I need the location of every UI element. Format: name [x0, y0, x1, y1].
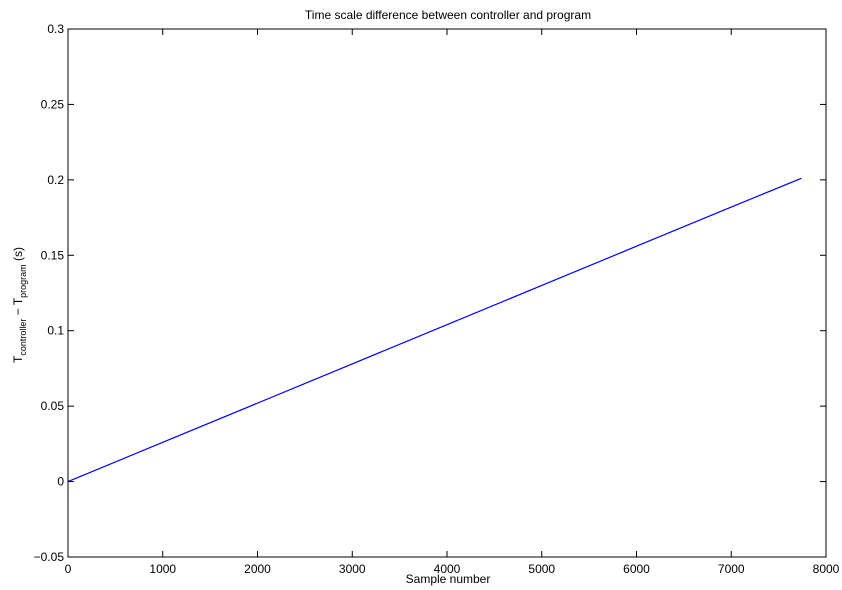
- x-tick-label: 6000: [623, 562, 650, 576]
- y-axis-label: Tcontroller − Tprogram (s): [11, 247, 28, 363]
- y-axis-label-sub2: program: [18, 264, 28, 298]
- y-axis-label-sub1: controller: [18, 319, 28, 356]
- x-tick-label: 0: [65, 562, 72, 576]
- y-tick-label: 0.25: [41, 97, 65, 111]
- y-tick-label: 0.2: [47, 173, 64, 187]
- plot-area: [67, 28, 827, 558]
- chart-title: Time scale difference between controller…: [305, 8, 591, 22]
- y-axis-label-unit: (s): [11, 247, 25, 264]
- y-tick-label: 0.3: [47, 22, 64, 36]
- y-axis: −0.05 0 0.05 0.1 0.15 0.2 0.25 0.3: [34, 22, 826, 564]
- x-tick-label: 5000: [528, 562, 555, 576]
- y-axis-label-mid: − T: [11, 297, 25, 318]
- x-tick-label: 2000: [244, 562, 271, 576]
- y-tick-label: 0.1: [47, 324, 64, 338]
- x-tick-label: 3000: [339, 562, 366, 576]
- x-tick-label: 7000: [718, 562, 745, 576]
- series-line-0: [67, 177, 802, 483]
- x-tick-label: 8000: [813, 562, 840, 576]
- x-axis-label: Sample number: [406, 572, 491, 586]
- y-tick-label: −0.05: [34, 550, 65, 564]
- x-tick-label: 4000: [434, 562, 461, 576]
- y-tick-label: 0.05: [41, 399, 65, 413]
- x-tick-label: 1000: [149, 562, 176, 576]
- x-axis: 0 1000 2000 3000 4000 5000 6000 7000 8000: [65, 29, 840, 576]
- y-tick-label: 0.15: [41, 248, 65, 262]
- y-axis-label-t1: T: [11, 355, 25, 363]
- y-tick-label: 0: [57, 475, 64, 489]
- plot-frame: [67, 28, 827, 558]
